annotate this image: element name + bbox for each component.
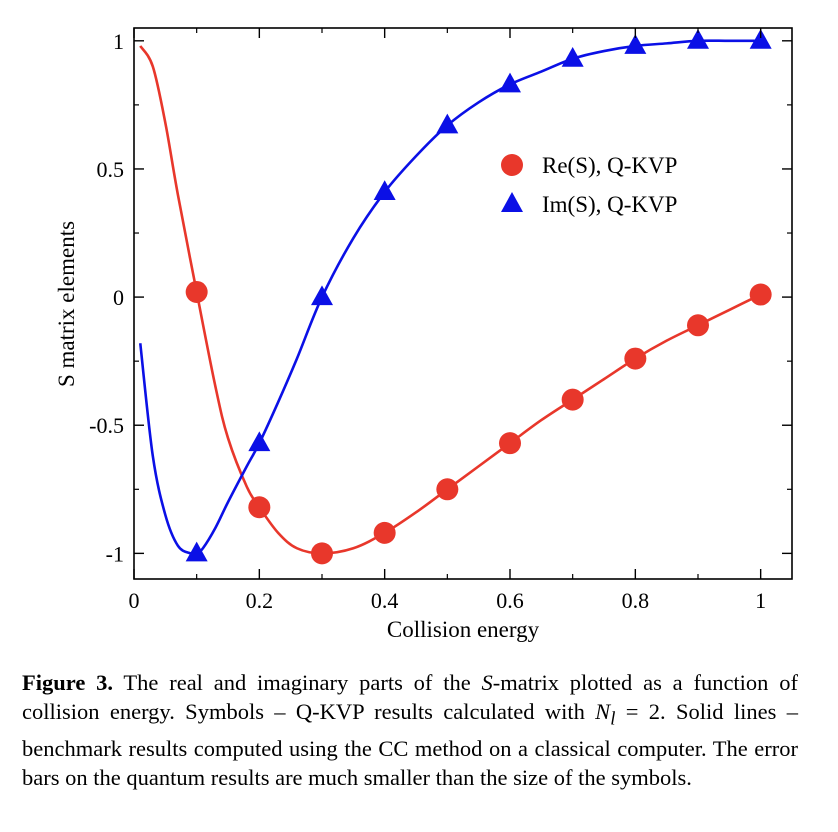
x-tick-label: 0.8 (622, 588, 650, 613)
im-s-point (373, 180, 396, 200)
x-tick-label: 1 (755, 588, 766, 613)
re-s-point (687, 314, 709, 337)
legend-marker-re (501, 154, 523, 176)
y-axis-title: S matrix elements (54, 221, 79, 387)
y-tick-label: -1 (106, 541, 124, 566)
im-s-point (311, 285, 333, 306)
re-s-point (624, 347, 647, 370)
im-s-point (248, 431, 271, 452)
caption-italic-s: S (481, 670, 493, 695)
benchmark-curves (138, 39, 762, 556)
im-s-point (624, 34, 647, 54)
im-s-point (499, 72, 521, 93)
caption-text-2: -matrix plotted as a function of collisi… (22, 670, 798, 724)
legend-label-re: Re(S), Q-KVP (542, 153, 677, 178)
re-s-point (373, 521, 396, 544)
x-tick-label: 0.4 (371, 588, 399, 613)
y-tick-label: 1 (113, 29, 124, 54)
re-s-point (499, 432, 521, 455)
y-tick-label: -0.5 (89, 413, 124, 438)
caption-label: Figure 3. (22, 670, 114, 695)
benchmark-curve-3 (138, 39, 761, 556)
im-s-point (749, 29, 772, 49)
caption-text-3: = 2. Solid lines – benchmark results com… (22, 699, 798, 790)
re-s-point (749, 283, 772, 306)
x-axis-title: Collision energy (387, 617, 540, 642)
x-axis-ticks: 0 0.2 0.4 0.6 0.8 1 (129, 28, 766, 613)
figure-caption: Figure 3. The real and imaginary parts o… (22, 668, 798, 792)
caption-italic-n: N (595, 699, 611, 724)
im-s-point (185, 541, 208, 562)
re-s-point (311, 542, 333, 565)
caption-subscript-l: l (610, 708, 616, 730)
im-s-point (687, 29, 709, 49)
x-tick-label: 0 (129, 588, 140, 613)
y-tick-label: 0 (113, 285, 124, 310)
legend-marker-im (501, 192, 523, 212)
s-matrix-chart: 0 0.2 0.4 0.6 0.8 1 -1 -0.5 0 0.5 1 Collision ene… (54, 27, 793, 642)
x-tick-label: 0.2 (246, 588, 274, 613)
re-s-point (436, 478, 459, 501)
y-axis-ticks: -1 -0.5 0 0.5 1 (89, 29, 792, 566)
caption-text-1: The real and imaginary parts of the (113, 670, 482, 695)
re-s-point (185, 280, 208, 303)
qkvp-markers (185, 29, 772, 565)
im-s-point (561, 46, 584, 67)
im-s-point (436, 113, 459, 134)
y-tick-label: 0.5 (97, 157, 125, 182)
re-s-point (561, 388, 584, 411)
legend-label-im: Im(S), Q-KVP (542, 192, 677, 217)
legend: Re(S), Q-KVP Im(S), Q-KVP (501, 153, 677, 217)
re-s-point (248, 496, 271, 519)
plot-frame (133, 27, 793, 580)
x-tick-label: 0.6 (496, 588, 524, 613)
